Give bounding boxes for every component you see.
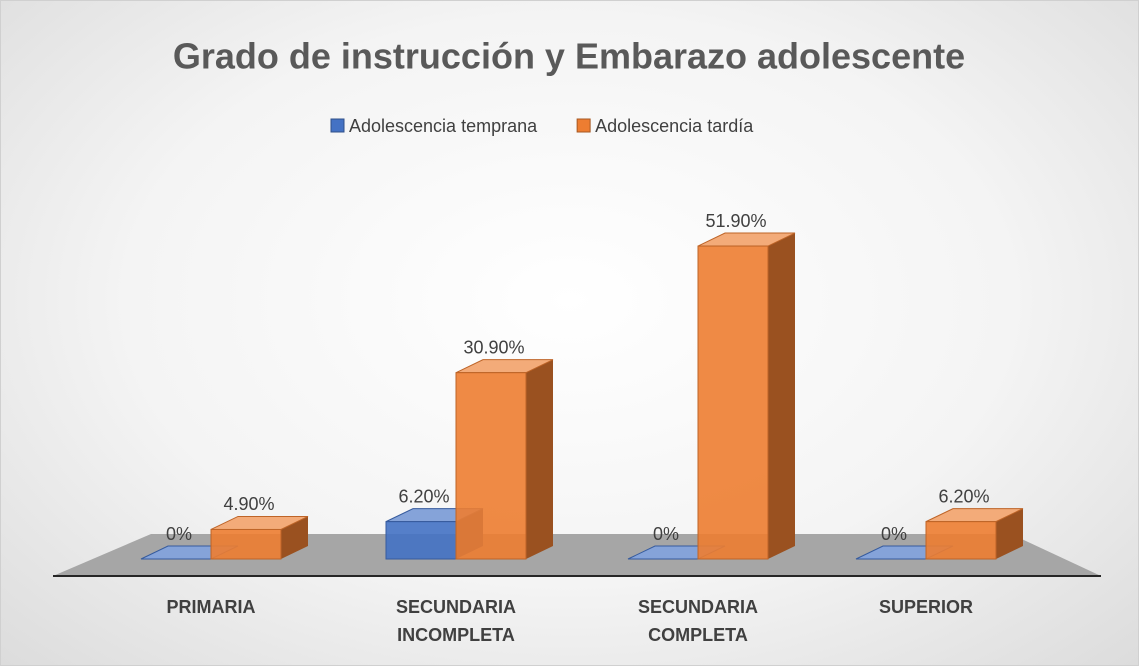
data-label: 0% [881, 524, 907, 544]
bar-front [925, 521, 997, 560]
bar-front [697, 245, 769, 560]
bar-front [455, 372, 527, 560]
legend-swatch [330, 118, 345, 133]
x-tick-label: SECUNDARIA COMPLETA [637, 597, 758, 645]
bar [697, 232, 796, 560]
data-label: 6.20% [938, 486, 989, 506]
bar-side [281, 516, 308, 559]
floor [53, 534, 1101, 576]
bar-side [526, 359, 553, 559]
bar [925, 508, 1024, 560]
x-tick-label: PRIMARIA [166, 597, 256, 617]
bar-side [768, 233, 795, 559]
legend-swatch [576, 118, 591, 133]
data-label: 51.90% [705, 211, 766, 231]
x-tick-label: SECUNDARIA INCOMPLETA [395, 597, 516, 645]
data-label: 0% [166, 524, 192, 544]
data-label: 4.90% [223, 494, 274, 514]
data-label: 6.20% [398, 486, 449, 506]
bar-front [210, 528, 282, 560]
legend-label: Adolescencia temprana [349, 116, 538, 136]
bar-front [385, 521, 457, 560]
x-tick-label: SUPERIOR [878, 597, 974, 617]
bar [455, 359, 554, 560]
data-label: 30.90% [463, 337, 524, 357]
data-label: 0% [653, 524, 679, 544]
chart-title: Grado de instrucción y Embarazo adolesce… [173, 36, 965, 77]
bar-side [996, 508, 1023, 559]
bar [210, 515, 309, 560]
legend-label: Adolescencia tardía [595, 116, 754, 136]
